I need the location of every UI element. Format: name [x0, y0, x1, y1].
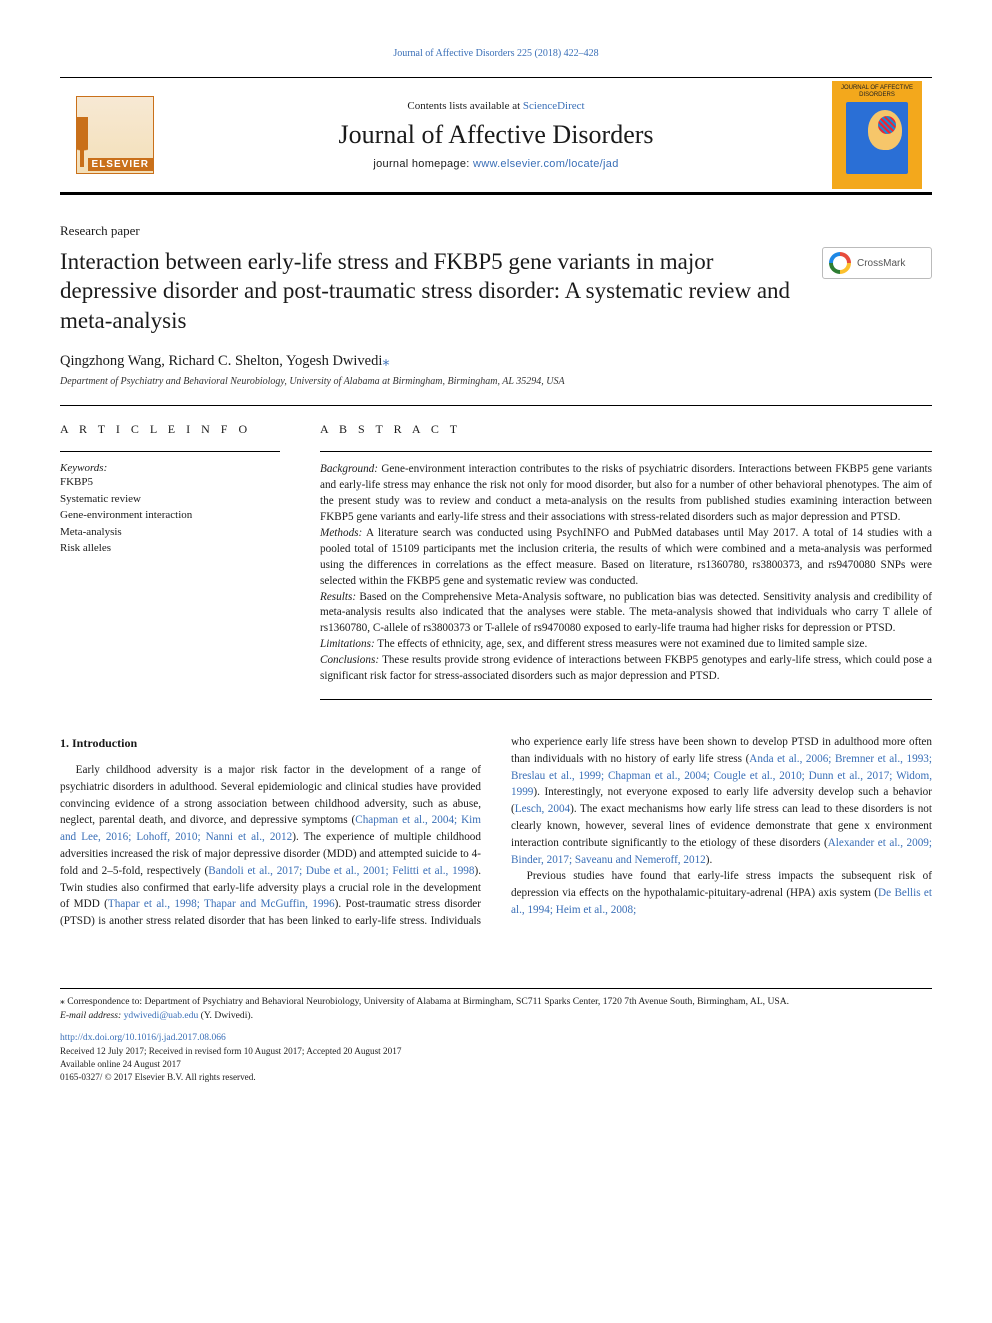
abs-lead: Limitations:	[320, 638, 375, 650]
keyword: Systematic review	[60, 491, 280, 508]
email-link[interactable]: ydwivedi@uab.edu	[124, 1010, 199, 1021]
corresponding-note: ⁎ Correspondence to: Department of Psych…	[60, 995, 932, 1009]
abs-lead: Background:	[320, 463, 378, 475]
article-title: Interaction between early-life stress an…	[60, 247, 802, 335]
abs-lead: Methods:	[320, 527, 362, 539]
homepage-link[interactable]: www.elsevier.com/locate/jad	[473, 158, 619, 170]
crossmark-label: CrossMark	[857, 258, 905, 269]
abstract-conclusions: Conclusions: These results provide stron…	[320, 653, 932, 685]
abs-lead: Conclusions:	[320, 654, 379, 666]
abstract-background: Background: Gene-environment interaction…	[320, 462, 932, 526]
masthead-center: Contents lists available at ScienceDirec…	[170, 78, 822, 192]
contents-pre: Contents lists available at	[407, 100, 522, 112]
crossmark-button[interactable]: CrossMark	[822, 247, 932, 279]
abs-text: Gene-environment interaction contributes…	[320, 463, 932, 523]
abstract-results: Results: Based on the Comprehensive Meta…	[320, 590, 932, 638]
section-heading: 1. Introduction	[60, 734, 481, 752]
abstract-column: A B S T R A C T Background: Gene-environ…	[320, 422, 932, 700]
abs-text: The effects of ethnicity, age, sex, and …	[375, 638, 868, 650]
crossmark-icon	[829, 252, 851, 274]
dates-line: Received 12 July 2017; Received in revis…	[60, 1045, 932, 1058]
body-text: 1. Introduction Early childhood adversit…	[60, 734, 932, 930]
journal-cover: JOURNAL OF AFFECTIVE DISORDERS	[832, 81, 922, 189]
keyword: Risk alleles	[60, 540, 280, 557]
keyword: FKBP5	[60, 474, 280, 491]
keyword: Gene-environment interaction	[60, 507, 280, 524]
abstract-limitations: Limitations: The effects of ethnicity, a…	[320, 637, 932, 653]
abstract-heading: A B S T R A C T	[320, 422, 932, 437]
t: Previous studies have found that early-l…	[511, 870, 932, 899]
article-type: Research paper	[60, 223, 932, 239]
affiliation: Department of Psychiatry and Behavioral …	[60, 376, 932, 387]
elsevier-logo: ELSEVIER	[76, 96, 154, 174]
publisher-logo-cell: ELSEVIER	[60, 78, 170, 192]
abstract-methods: Methods: A literature search was conduct…	[320, 526, 932, 590]
keywords-list: FKBP5 Systematic review Gene-environment…	[60, 474, 280, 557]
divider	[60, 451, 280, 452]
abs-text: Based on the Comprehensive Meta-Analysis…	[320, 591, 932, 635]
email-line: E-mail address: ydwivedi@uab.edu (Y. Dwi…	[60, 1009, 932, 1023]
corresponding-mark[interactable]: ⁎	[382, 353, 389, 369]
homepage-pre: journal homepage:	[373, 158, 473, 170]
email-tail: (Y. Dwivedi).	[198, 1010, 253, 1021]
elsevier-wordmark: ELSEVIER	[88, 158, 153, 171]
citation-link[interactable]: Bandoli et al., 2017; Dube et al., 2001;…	[208, 865, 474, 877]
journal-cover-title: JOURNAL OF AFFECTIVE DISORDERS	[836, 85, 918, 98]
abs-lead: Results:	[320, 591, 356, 603]
divider	[320, 451, 932, 452]
author-list: Qingzhong Wang, Richard C. Shelton, Yoge…	[60, 353, 932, 370]
copyright-line: 0165-0327/ © 2017 Elsevier B.V. All righ…	[60, 1071, 932, 1084]
article-info-heading: A R T I C L E I N F O	[60, 422, 280, 437]
homepage-line: journal homepage: www.elsevier.com/locat…	[373, 158, 618, 170]
t: ).	[706, 854, 713, 866]
footnotes: ⁎ Correspondence to: Department of Psych…	[60, 988, 932, 1085]
citation-link[interactable]: Thapar et al., 1998; Thapar and McGuffin…	[108, 898, 335, 910]
sciencedirect-link[interactable]: ScienceDirect	[523, 100, 585, 112]
article-info-column: A R T I C L E I N F O Keywords: FKBP5 Sy…	[60, 422, 280, 700]
contents-line: Contents lists available at ScienceDirec…	[407, 100, 584, 112]
masthead: ELSEVIER Contents lists available at Sci…	[60, 77, 932, 195]
citation-link[interactable]: Lesch, 2004	[515, 803, 570, 815]
authors-text: Qingzhong Wang, Richard C. Shelton, Yoge…	[60, 353, 382, 369]
journal-cover-image	[846, 102, 908, 174]
keyword: Meta-analysis	[60, 524, 280, 541]
divider	[320, 699, 932, 700]
online-line: Available online 24 August 2017	[60, 1058, 932, 1071]
journal-cover-cell: JOURNAL OF AFFECTIVE DISORDERS	[822, 78, 932, 192]
divider	[60, 405, 932, 406]
journal-name: Journal of Affective Disorders	[338, 120, 653, 150]
email-label: E-mail address:	[60, 1010, 124, 1021]
running-head: Journal of Affective Disorders 225 (2018…	[60, 48, 932, 59]
elsevier-tree-icon	[77, 117, 88, 167]
para: Previous studies have found that early-l…	[511, 868, 932, 918]
keywords-label: Keywords:	[60, 462, 280, 474]
doi-link[interactable]: http://dx.doi.org/10.1016/j.jad.2017.08.…	[60, 1031, 932, 1045]
abs-text: A literature search was conducted using …	[320, 527, 932, 587]
abs-text: These results provide strong evidence of…	[320, 654, 932, 682]
